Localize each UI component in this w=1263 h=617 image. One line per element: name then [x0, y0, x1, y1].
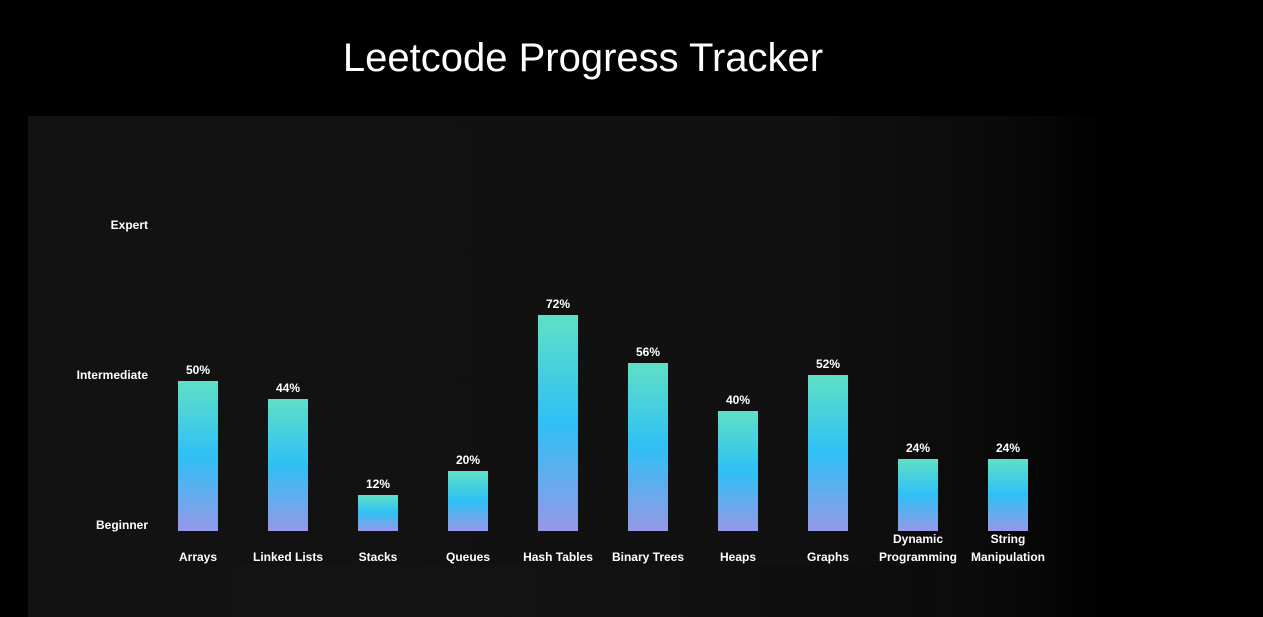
chart-panel-footer: [233, 565, 933, 617]
x-tick-label-line: Heaps: [719, 550, 757, 564]
bar: [538, 315, 578, 531]
data-label: 24%: [995, 441, 1021, 455]
bar: [988, 459, 1028, 531]
x-tick-label: Linked Lists: [238, 548, 338, 566]
bar: [268, 399, 308, 531]
x-tick-label: Binary Trees: [598, 548, 698, 566]
x-tick-label-line: Linked Lists: [252, 550, 323, 564]
x-tick-label: Arrays: [148, 548, 248, 566]
x-tick-label-line: Binary Trees: [611, 550, 685, 564]
bar: [898, 459, 938, 531]
bar: [358, 495, 398, 531]
bar: [718, 411, 758, 531]
y-tick-label-expert: Expert: [110, 218, 148, 232]
x-tick-label: Hash Tables: [508, 548, 608, 566]
x-tick-label-line: Stacks: [358, 550, 398, 564]
x-tick-label-line: Graphs: [806, 550, 849, 564]
y-tick-label-intermediate: Intermediate: [76, 368, 148, 382]
data-label: 20%: [455, 453, 481, 467]
x-tick-label-line: Hash Tables: [523, 550, 593, 564]
bar: [628, 363, 668, 531]
data-label: 44%: [275, 381, 301, 395]
bar: [808, 375, 848, 531]
data-label: 50%: [185, 363, 211, 377]
x-tick-label-line: String: [990, 532, 1026, 546]
data-label: 56%: [635, 345, 661, 359]
x-tick-label: Graphs: [778, 548, 878, 566]
y-tick-label-beginner: Beginner: [95, 518, 148, 532]
x-tick-label: Dynamic Programming: [868, 530, 968, 566]
chart-title: Leetcode Progress Tracker: [342, 36, 824, 80]
bar: [178, 381, 218, 531]
data-label: 40%: [725, 393, 751, 407]
data-label: 12%: [365, 477, 391, 491]
x-tick-label-line: Manipulation: [971, 550, 1045, 564]
x-tick-label: Heaps: [688, 548, 788, 566]
data-label: 72%: [545, 297, 571, 311]
x-tick-label: String Manipulation: [958, 530, 1058, 566]
x-tick-label-line: Arrays: [178, 550, 218, 564]
data-label: 24%: [905, 441, 931, 455]
bar: [448, 471, 488, 531]
x-tick-label-line: Programming: [878, 550, 957, 564]
x-tick-label: Stacks: [328, 548, 428, 566]
data-label: 52%: [815, 357, 841, 371]
x-tick-label-line: Queues: [445, 550, 490, 564]
x-tick-label: Queues: [418, 548, 518, 566]
x-tick-label-line: Dynamic: [892, 532, 944, 546]
